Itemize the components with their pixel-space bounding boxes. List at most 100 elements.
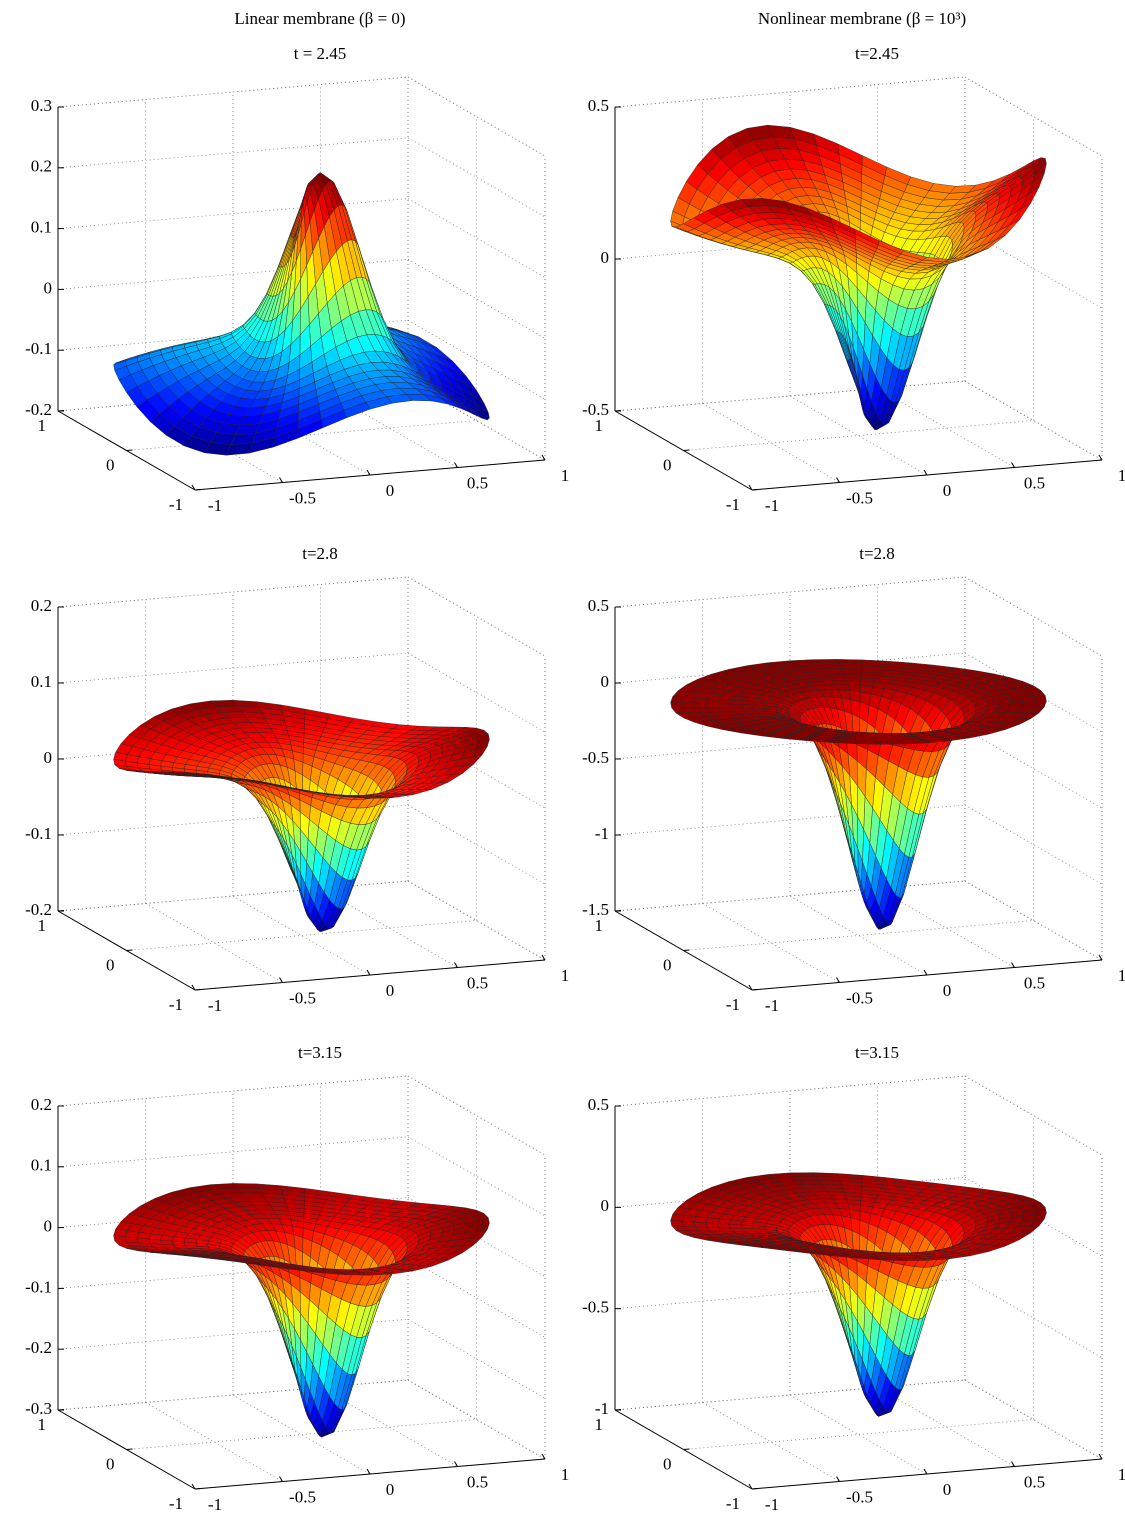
x-tick-label: -1 [765,1495,779,1514]
z-tick-label: 0 [44,278,53,297]
grid-line [58,577,408,607]
surface-patch [682,1221,695,1227]
surface-patch [813,659,839,662]
y-tick [752,990,758,991]
y-tick [684,1449,690,1450]
z-tick-label: 0.5 [588,596,609,615]
x-tick-label: 0.5 [467,973,488,992]
y-tick [127,950,133,951]
surface-patch [901,1259,927,1261]
surface-patch [878,742,904,744]
y-tick-label: 1 [38,416,47,435]
y-tick-label: 1 [38,1415,47,1434]
grid-line [703,404,840,483]
surface-patch [828,675,846,678]
surface-patch [825,672,844,675]
grid-line [127,921,477,951]
surface-patch [682,1215,696,1222]
surface-patch [816,662,840,665]
z-tick-label: 0.1 [31,672,52,691]
surface-patch [671,1220,684,1226]
grid-line [408,259,545,338]
grid-line [684,1420,1034,1450]
surface-patch [718,699,731,704]
x-tick-label: -1 [208,496,222,515]
surface-patch [729,1224,741,1228]
y-tick-label: -1 [169,495,183,514]
x-tick-label: -0.5 [289,988,316,1007]
z-tick-label: -0.1 [25,824,52,843]
panel-title: t=3.15 [298,1043,342,1062]
z-tick-label: 0 [44,1217,53,1236]
x-tick-label: -0.5 [289,488,316,507]
grid-line [408,138,545,217]
x-tick-label: -0.5 [846,1487,873,1506]
x-tick-label: 1 [561,1465,570,1484]
surface-patch [694,1217,707,1223]
surface-patch [1033,701,1047,707]
y-tick-label: 1 [595,1415,604,1434]
y-tick-label: 0 [663,955,672,974]
z-tick-label: 0.2 [31,1095,52,1114]
surface-patch [706,1223,719,1228]
x-tick-label: 1 [561,966,570,985]
surface [114,1183,490,1437]
z-tick-label: -0.5 [582,748,609,767]
y-tick-label: -1 [169,995,183,1014]
z-tick-label: -0.2 [25,1338,52,1357]
surface-patch [741,704,753,708]
y-tick [58,911,64,912]
x-tick-label: -1 [208,996,222,1015]
y-tick-label: -1 [726,995,740,1014]
surface-patch [1022,697,1035,703]
panel-title: t=2.8 [859,544,895,563]
surface-patch [1009,702,1022,707]
surface-patch [718,1219,731,1224]
z-tick-label: -0.1 [25,1277,52,1296]
z-tick-label: 0 [601,248,610,267]
y-tick [684,450,690,451]
z-tick-label: 0 [601,672,610,691]
x-tick-label: 0 [943,1480,952,1499]
y-tick [195,1489,201,1490]
x-tick-label: 0 [386,1480,395,1499]
x-tick-label: 0.5 [467,473,488,492]
x-tick-label: 1 [1118,966,1125,985]
surface [114,173,490,455]
surface-patch [671,1214,685,1221]
x-tick-label: -0.5 [846,988,873,1007]
y-tick-label: 1 [38,916,47,935]
z-tick-label: 0 [601,1196,610,1215]
surface-patch [671,697,685,703]
y-tick [195,990,201,991]
grid-line [146,904,283,983]
y-tick-label: 0 [106,955,115,974]
x-tick-label: 1 [1118,466,1125,485]
surface [114,700,490,931]
grid-line [233,1395,370,1474]
y-tick [127,1449,133,1450]
y-tick-label: 0 [663,1454,672,1473]
surface-patch [706,703,719,707]
surface-patch [671,702,684,708]
surface [671,125,1047,429]
grid-line [703,1403,840,1482]
column-title: Linear membrane (β = 0) [234,9,405,28]
surface-patch [855,742,880,745]
x-tick-label: -1 [765,996,779,1015]
panel-title: t=2.45 [855,44,899,63]
grid-line [127,1420,477,1450]
panel-title: t=3.15 [855,1043,899,1062]
x-tick-label: 1 [1118,1465,1125,1484]
surface-patch [819,666,841,669]
surface-patch [718,1224,731,1228]
z-tick-label: 0 [44,748,53,767]
z-tick-label: -0.1 [25,339,52,358]
y-tick [195,490,201,491]
y-tick-label: 0 [663,455,672,474]
y-tick [615,411,621,412]
y-tick-label: -1 [726,1494,740,1513]
z-tick-label: 0.1 [31,1156,52,1175]
grid-line [615,1076,965,1106]
grid-line [408,199,545,278]
